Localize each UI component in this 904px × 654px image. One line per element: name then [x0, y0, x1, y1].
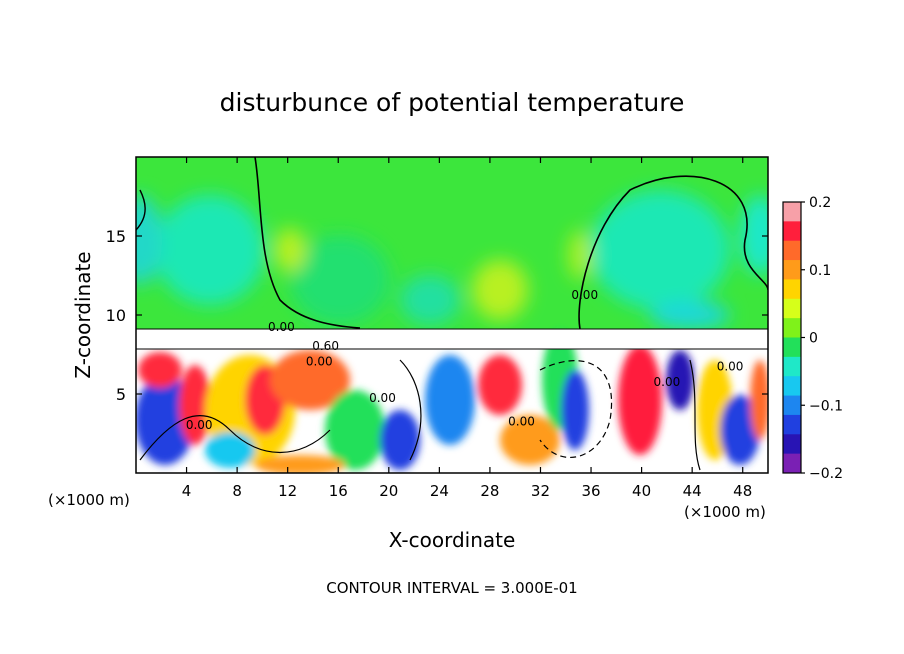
- x-tick-label: 48: [733, 482, 752, 500]
- x-tick-label: 32: [531, 482, 550, 500]
- upper-contour-edge: [136, 189, 146, 231]
- contour-label: 0.00: [186, 418, 213, 432]
- inversion-band: [136, 328, 768, 350]
- x-tick-label: 36: [581, 482, 600, 500]
- x-tick-label: 28: [480, 482, 499, 500]
- lower-contour-2: [399, 359, 422, 461]
- x-tick-label: 8: [232, 482, 242, 500]
- colorbar-tick-label: −0.1: [809, 398, 843, 414]
- x-tick-label: 20: [379, 482, 398, 500]
- y-axis-ticks: 5 10 15: [106, 227, 768, 404]
- colorbar-swatch: [783, 240, 801, 261]
- colorbar-swatch: [783, 202, 801, 222]
- x-unit-right: (×1000 m): [684, 503, 766, 521]
- colorbar-swatch: [783, 337, 801, 358]
- colorbar-swatch: [783, 376, 801, 397]
- colorbar-swatch: [783, 260, 801, 280]
- colorbar-tick-label: −0.2: [809, 466, 843, 482]
- lower-field-blobs: [136, 330, 768, 473]
- x-axis-label: X-coordinate: [389, 528, 516, 552]
- lower-contour-1: [139, 414, 331, 461]
- colorbar: [782, 201, 802, 474]
- colorbar-ticks: 0.2 0.1 0 −0.1 −0.2: [801, 195, 843, 482]
- plot-field: 0.00 0.60 0.00 0.00 0.00 0.00 0.00 0.00 0.00: [136, 157, 768, 473]
- colorbar-tick-label: 0.1: [809, 263, 831, 279]
- x-tick-label: 40: [632, 482, 651, 500]
- y-tick-label: 5: [116, 385, 126, 404]
- x-tick-label: 4: [182, 482, 192, 500]
- contour-label: 0.00: [306, 355, 333, 369]
- contour-label: 0.00: [369, 391, 396, 405]
- lower-contour-4: [689, 359, 701, 471]
- contour-label: 0.00: [717, 359, 744, 373]
- x-unit-left: (×1000 m): [48, 491, 130, 509]
- x-tick-label: 16: [329, 482, 348, 500]
- upper-contour-left: [254, 157, 361, 329]
- contour-interval-note: CONTOUR INTERVAL = 3.000E-01: [326, 579, 577, 597]
- upper-field-blobs: [136, 190, 768, 329]
- colorbar-tick-label: 0: [809, 331, 818, 347]
- colorbar-tick-label: 0.2: [809, 195, 831, 211]
- x-axis-ticks: 4 8 12 16 20 24 28 32 36 40 44 48: [182, 157, 752, 500]
- colorbar-swatch: [783, 434, 801, 455]
- contour-label: 0.00: [268, 320, 295, 334]
- contour-labels: 0.00 0.60 0.00 0.00 0.00 0.00 0.00 0.00 0.00: [186, 288, 744, 432]
- colorbar-swatch: [783, 279, 801, 300]
- chart-title: disturbunce of potential temperature: [220, 88, 685, 117]
- x-tick-label: 44: [683, 482, 702, 500]
- colorbar-swatch: [783, 453, 801, 474]
- colorbar-swatch: [783, 298, 801, 319]
- x-tick-label: 24: [430, 482, 449, 500]
- contour-label: 0.00: [571, 288, 598, 302]
- contour-label: 0.60: [312, 339, 339, 353]
- y-tick-label: 15: [106, 227, 126, 246]
- colorbar-swatch: [783, 414, 801, 435]
- colorbar-swatch: [783, 318, 801, 338]
- colorbar-swatch: [783, 356, 801, 377]
- upper-contour-right: [578, 175, 768, 330]
- y-axis-label: Z-coordinate: [71, 251, 95, 378]
- y-tick-label: 10: [106, 306, 126, 325]
- contour-label: 0.00: [508, 415, 535, 429]
- lower-contour-3: [539, 360, 613, 458]
- contour-label: 0.00: [654, 375, 681, 389]
- x-tick-label: 12: [278, 482, 297, 500]
- colorbar-swatch: [783, 221, 801, 242]
- colorbar-swatch: [783, 395, 801, 416]
